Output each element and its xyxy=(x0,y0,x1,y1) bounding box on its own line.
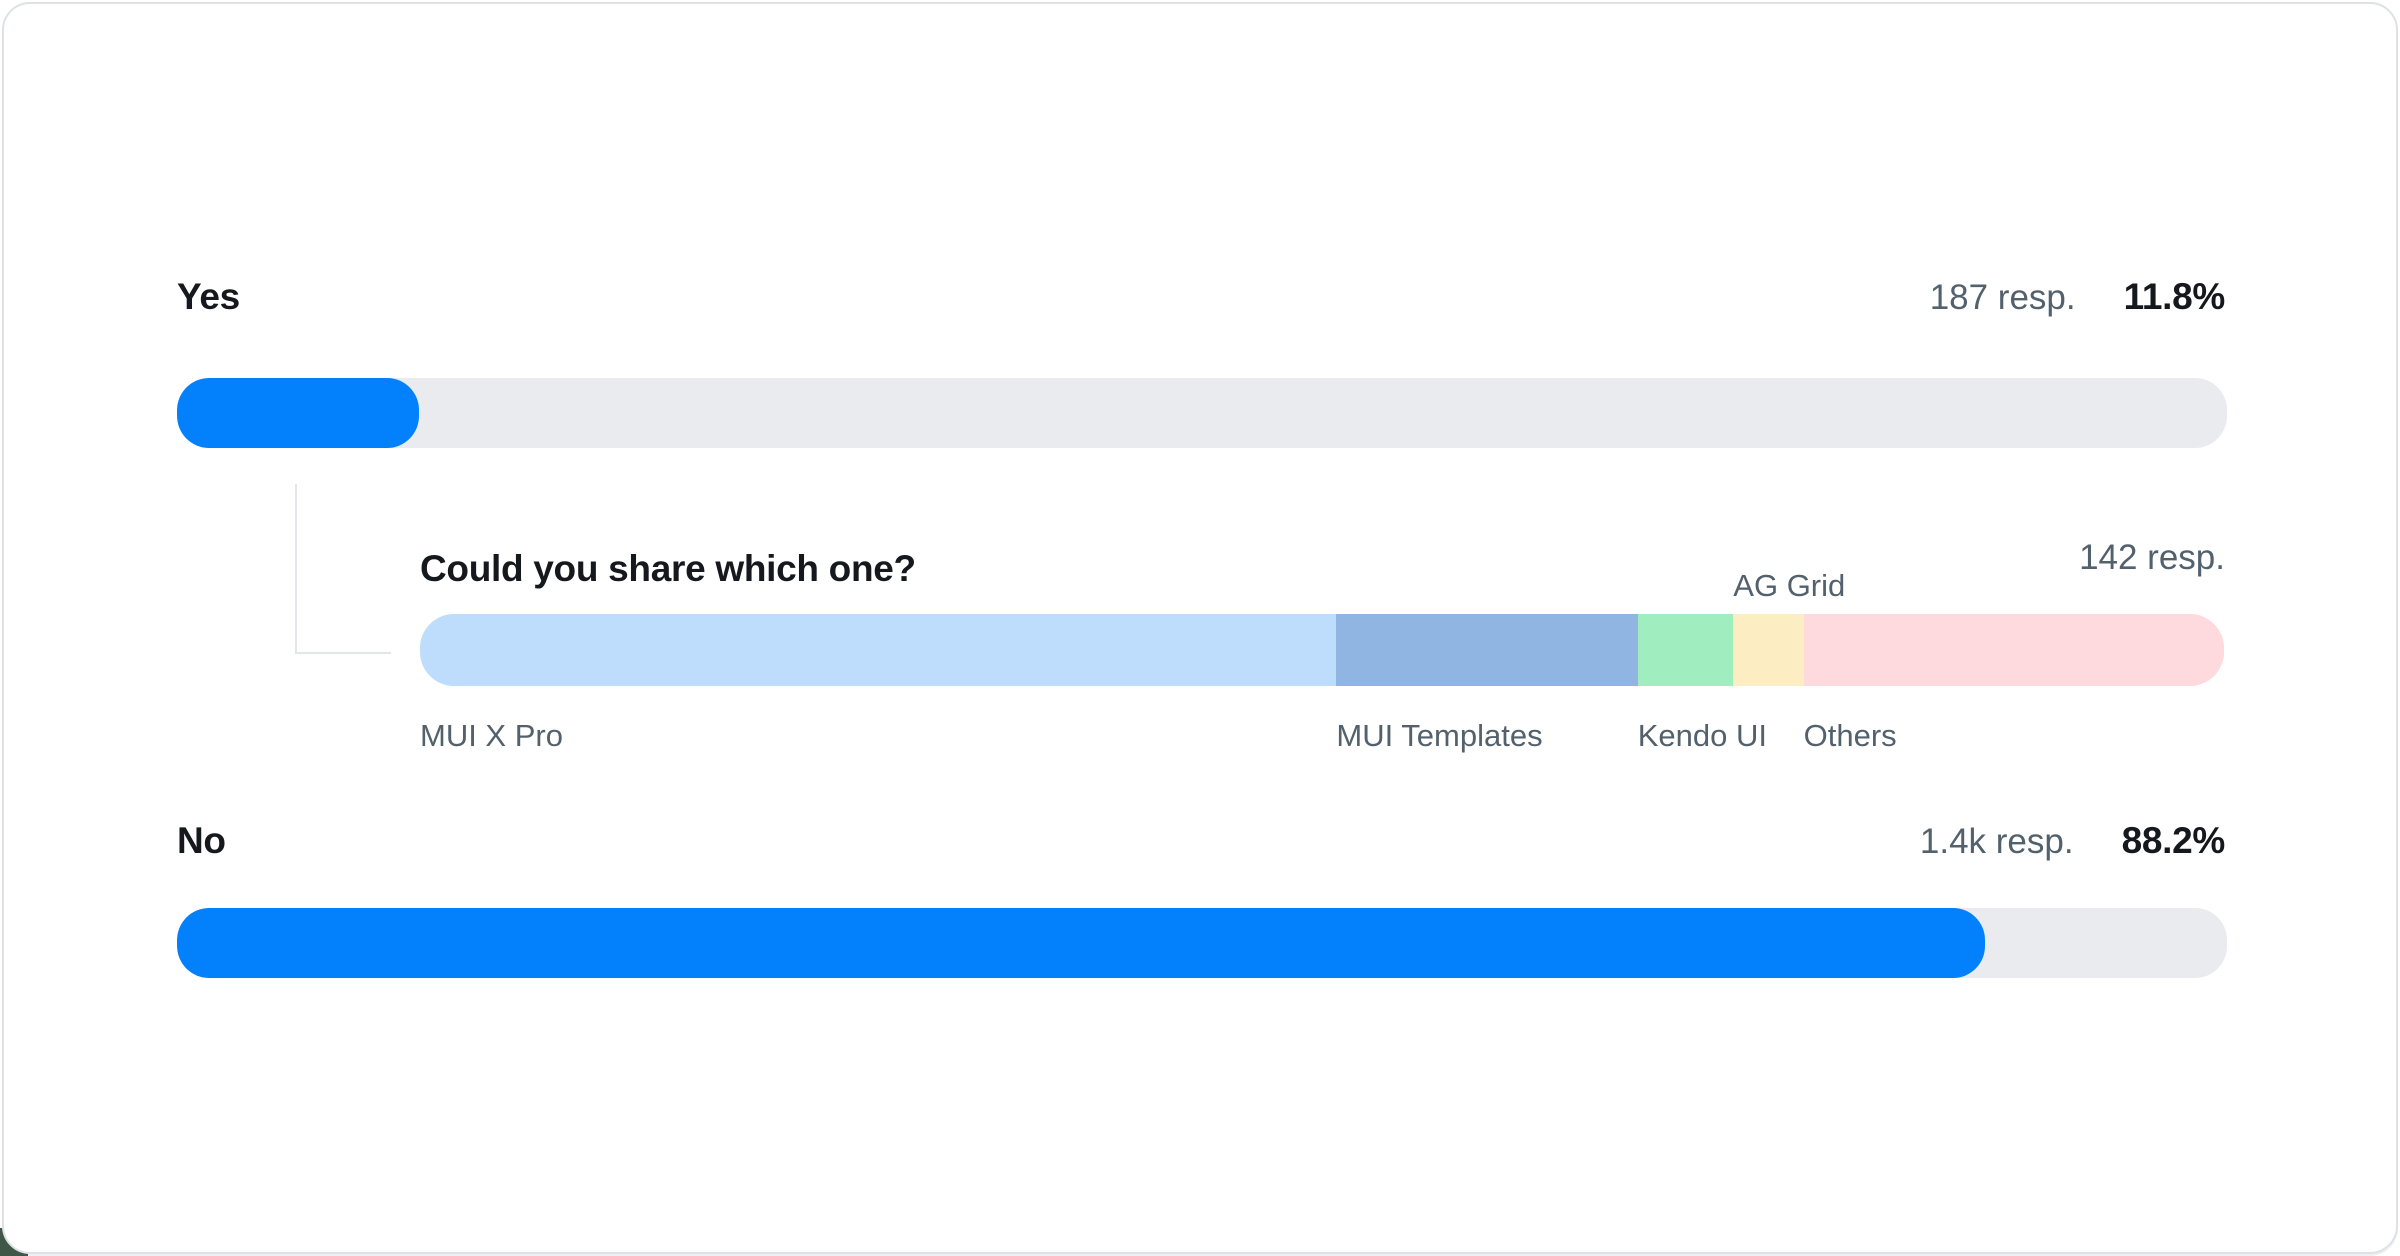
segment-mui-templates[interactable] xyxy=(1336,614,1638,686)
segment-kendo-ui[interactable] xyxy=(1637,614,1734,686)
segment-label-ag-grid: AG Grid xyxy=(1733,568,1846,603)
followup-connector-horizontal xyxy=(295,652,391,654)
segment-label-kendo-ui: Kendo UI xyxy=(1637,718,1767,753)
followup-connector-vertical xyxy=(295,484,297,654)
no-bar-fill[interactable] xyxy=(177,908,1986,978)
yes-option-label: Yes xyxy=(177,276,240,317)
yes-stats: 187 resp. 11.8% xyxy=(1929,276,2226,318)
yes-bar-fill[interactable] xyxy=(177,378,419,448)
segment-ag-grid[interactable] xyxy=(1733,614,1804,686)
no-response-count: 1.4k resp. xyxy=(1919,822,2074,861)
no-header-row: No 1.4k resp. 88.2% xyxy=(177,820,2225,862)
segment-label-mui-x-pro: MUI X Pro xyxy=(420,718,563,753)
no-bar-track[interactable] xyxy=(177,908,2227,978)
yes-response-count: 187 resp. xyxy=(1929,278,2076,317)
followup-labels-above: AG Grid xyxy=(420,568,2224,606)
yes-bar-track[interactable] xyxy=(177,378,2227,448)
segment-mui-x-pro[interactable] xyxy=(420,614,1337,686)
followup-labels-below: MUI X Pro MUI Templates Kendo UI Others xyxy=(420,718,2224,756)
no-stats: 1.4k resp. 88.2% xyxy=(1920,820,2225,862)
segment-others[interactable] xyxy=(1803,614,2224,686)
followup-response-count: 142 resp. xyxy=(2079,538,2225,577)
no-percent: 88.2% xyxy=(2121,820,2226,861)
yes-header-row: Yes 187 resp. 11.8% xyxy=(177,276,2225,318)
segment-label-others: Others xyxy=(1803,718,1897,753)
yes-percent: 11.8% xyxy=(2123,276,2226,317)
followup-stacked-bar[interactable] xyxy=(420,614,2224,686)
followup-question-title: Could you share which one? xyxy=(420,548,916,589)
no-option-label: No xyxy=(177,820,226,861)
segment-label-mui-templates: MUI Templates xyxy=(1336,718,1543,753)
